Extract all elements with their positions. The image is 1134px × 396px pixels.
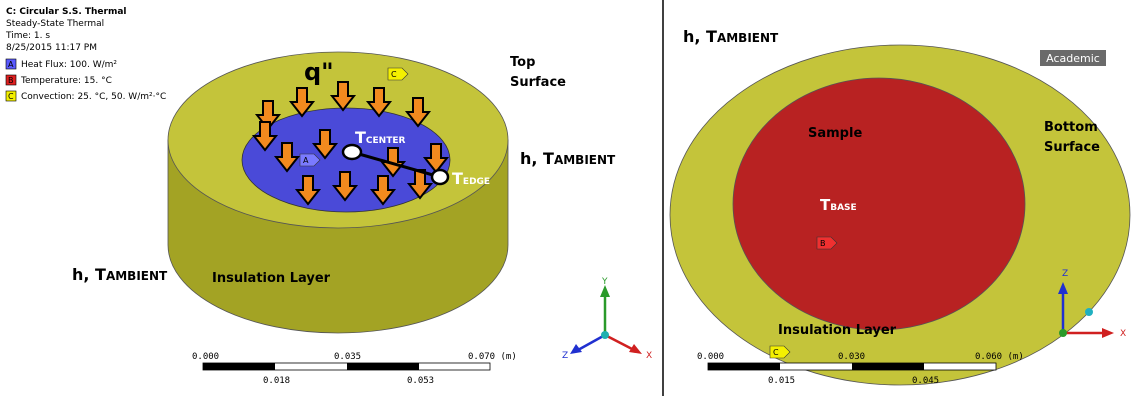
triad-label: X: [646, 351, 652, 361]
triad-label: X: [1120, 329, 1126, 339]
h-main: h, T: [520, 149, 554, 168]
scale-label: 0.018: [263, 376, 290, 386]
scale-label: 0.070 (m): [468, 352, 517, 362]
scale-segment: [852, 363, 924, 370]
triad-origin: [601, 331, 609, 339]
logo-release: R15.0: [1064, 33, 1099, 47]
tag-b-label: B: [820, 239, 826, 248]
heat-flux-label: q": [304, 58, 334, 86]
probe-edge: [432, 170, 448, 184]
tag-a-label: A: [303, 156, 309, 165]
scale-label: 0.015: [768, 376, 795, 386]
tag-c-label: C: [391, 70, 397, 79]
h-sub: AMBIENT: [106, 269, 168, 283]
scale-label: 0.060 (m): [975, 352, 1024, 362]
sample-label: Sample: [808, 126, 862, 141]
insulation-label: Insulation Layer: [212, 271, 331, 286]
t-sub: EDGE: [463, 177, 490, 187]
triad-label: Z: [1062, 269, 1068, 279]
scale-label: 0.035: [334, 352, 361, 362]
scale-label: 0.000: [192, 352, 219, 362]
header-date: 8/25/2015 11:17 PM: [6, 43, 97, 53]
triad-label: Y: [601, 277, 608, 287]
legend-key: A: [8, 60, 14, 69]
legend-key: C: [8, 92, 14, 101]
h-sub: AMBIENT: [554, 153, 616, 167]
insulation-label: Insulation Layer: [778, 323, 897, 338]
t-main: T: [452, 169, 463, 188]
tag-c-label: C: [773, 348, 779, 357]
triad-origin: [1059, 329, 1067, 337]
scale-label: 0.053: [407, 376, 434, 386]
bottom-surface-label: Bottom: [1044, 120, 1098, 135]
h-sub: AMBIENT: [717, 31, 779, 45]
scale-label: 0.000: [697, 352, 724, 362]
header-title: C: Circular S.S. Thermal: [6, 7, 127, 17]
scale-segment: [708, 363, 780, 370]
legend-label: Convection: 25. °C, 50. W/m²·°C: [21, 92, 166, 102]
screen: C: Circular S.S. Thermal Steady-State Th…: [0, 0, 1134, 396]
header-time: Time: 1. s: [5, 31, 50, 41]
h-main: h, T: [72, 265, 106, 284]
logo-edition: Academic: [1046, 52, 1100, 65]
legend-label: Temperature: 15. °C: [20, 76, 112, 86]
legend-key: B: [8, 76, 14, 85]
triad-sphere: [1085, 308, 1093, 316]
logo-brand: ANSYS: [1033, 9, 1109, 33]
scale-label: 0.045: [912, 376, 939, 386]
t-main: T: [355, 128, 366, 147]
sample-face: [733, 78, 1025, 330]
scale-label: 0.030: [838, 352, 865, 362]
scale-segment: [347, 363, 419, 370]
legend-label: Heat Flux: 100. W/m²: [21, 60, 117, 70]
triad-label: Z: [562, 351, 568, 361]
bottom-surface-label: Surface: [1044, 140, 1100, 155]
t-sub: BASE: [830, 203, 856, 213]
scale-segment: [203, 363, 275, 370]
header-analysis: Steady-State Thermal: [6, 19, 104, 29]
top-surface-label: Surface: [510, 75, 566, 90]
probe-center: [343, 145, 361, 159]
top-surface-label: Top: [510, 55, 535, 70]
h-main: h, T: [683, 27, 717, 46]
t-sub: CENTER: [366, 136, 406, 146]
